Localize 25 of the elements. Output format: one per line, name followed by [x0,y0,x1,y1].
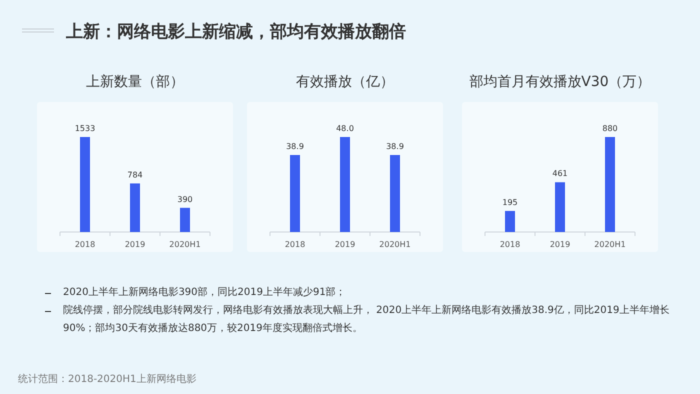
text: 2020上半年上新网络电影390部，同比2019上半年减少91部； [63,286,347,300]
x-tick-label: 2018 [284,240,306,249]
x-tick-label: 2019 [124,240,146,249]
data-label: 38.9 [286,142,304,152]
data-label: 461 [552,169,568,178]
data-label: 784 [127,170,143,180]
x-tick-label: 2019 [334,240,356,249]
data-label: 880 [602,124,618,133]
chart-title: 上新数量（部） [86,74,184,90]
data-label: 38.9 [386,142,404,152]
data-label: 1533 [74,124,96,133]
x-tick-label: 2018 [500,240,520,249]
chart-title: 部均首月有效播放V30（万） [469,74,651,90]
text: 院线停摆，部分院线电影转网发行，网络电影有效播放表现大幅上升， 2020上半年上新网络电影有效播放38.9亿，同比2019上半年增长90%；部均30天有效播放达880万，较2019年度实现翻倍式增长。 [63,304,670,336]
text: 上新：网络电影上新缩减，部均有效播放翻倍 [65,22,406,42]
data-label: 195 [502,198,518,207]
text: 统计范围：2018-2020H1上新网络电影 [18,372,196,386]
data-label: 48.0 [336,124,354,133]
x-tick-label: 2020H1 [169,240,201,249]
x-tick-label: 2020H1 [594,240,626,249]
chart-title: 有效播放（亿） [296,74,394,90]
x-tick-label: 2019 [550,240,570,249]
data-label: 390 [177,194,193,204]
x-tick-label: 2018 [74,240,96,249]
x-tick-label: 2020H1 [379,240,411,249]
